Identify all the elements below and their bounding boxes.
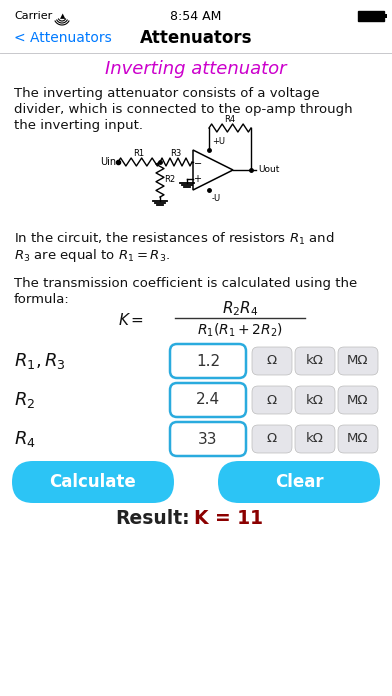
FancyBboxPatch shape xyxy=(295,425,335,453)
Text: kΩ: kΩ xyxy=(306,393,324,406)
Text: the inverting input.: the inverting input. xyxy=(14,119,143,132)
Text: Uin: Uin xyxy=(100,157,116,167)
Text: +U: +U xyxy=(212,137,225,146)
Text: In the circuit, the resistances of resistors $R_1$ and: In the circuit, the resistances of resis… xyxy=(14,231,334,247)
Text: $R_2$: $R_2$ xyxy=(14,390,35,410)
FancyBboxPatch shape xyxy=(252,347,292,375)
FancyBboxPatch shape xyxy=(295,386,335,414)
Text: kΩ: kΩ xyxy=(306,354,324,367)
Text: Result:  K = 11: Result: K = 11 xyxy=(0,695,1,696)
FancyBboxPatch shape xyxy=(252,386,292,414)
Bar xyxy=(384,14,387,18)
Text: $R_2R_4$: $R_2R_4$ xyxy=(222,300,258,318)
Text: -U: -U xyxy=(212,194,221,203)
Text: 8:54 AM: 8:54 AM xyxy=(170,10,222,22)
Text: 33: 33 xyxy=(198,432,218,447)
FancyBboxPatch shape xyxy=(170,344,246,378)
FancyBboxPatch shape xyxy=(170,422,246,456)
Text: kΩ: kΩ xyxy=(306,432,324,445)
Text: $K = $: $K = $ xyxy=(118,312,144,328)
Text: R3: R3 xyxy=(171,150,181,159)
Bar xyxy=(358,11,384,21)
Text: formula:: formula: xyxy=(14,293,70,306)
Text: Uout: Uout xyxy=(258,166,279,175)
Text: Attenuators: Attenuators xyxy=(140,29,252,47)
Text: The inverting attenuator consists of a voltage: The inverting attenuator consists of a v… xyxy=(14,87,319,100)
Text: $R_1, R_3$: $R_1, R_3$ xyxy=(14,351,66,371)
Text: MΩ: MΩ xyxy=(347,393,369,406)
FancyBboxPatch shape xyxy=(12,461,174,503)
Text: ▲: ▲ xyxy=(60,13,65,19)
Text: MΩ: MΩ xyxy=(347,432,369,445)
Text: $-$: $-$ xyxy=(193,157,203,167)
FancyBboxPatch shape xyxy=(252,425,292,453)
Text: < Attenuators: < Attenuators xyxy=(14,31,112,45)
Text: Result:: Result: xyxy=(115,509,190,528)
Text: 1.2: 1.2 xyxy=(196,354,220,368)
FancyBboxPatch shape xyxy=(338,425,378,453)
Text: $R_1(R_1 + 2R_2)$: $R_1(R_1 + 2R_2)$ xyxy=(197,322,283,339)
Text: Inverting attenuator: Inverting attenuator xyxy=(105,60,287,78)
Text: $R_3$ are equal to $R_1 = R_3$.: $R_3$ are equal to $R_1 = R_3$. xyxy=(14,247,170,264)
Text: Ω: Ω xyxy=(267,432,277,445)
Text: $R_4$: $R_4$ xyxy=(14,429,36,449)
Text: R2: R2 xyxy=(164,175,176,184)
Text: MΩ: MΩ xyxy=(347,354,369,367)
FancyBboxPatch shape xyxy=(338,347,378,375)
Text: Clear: Clear xyxy=(275,473,323,491)
FancyBboxPatch shape xyxy=(295,347,335,375)
Text: R1: R1 xyxy=(133,150,145,159)
Text: K = 11: K = 11 xyxy=(194,509,263,528)
Text: 2.4: 2.4 xyxy=(196,393,220,407)
Text: Calculate: Calculate xyxy=(50,473,136,491)
Text: The transmission coefficient is calculated using the: The transmission coefficient is calculat… xyxy=(14,277,357,290)
Text: R4: R4 xyxy=(225,116,236,125)
Text: divider, which is connected to the op-amp through: divider, which is connected to the op-am… xyxy=(14,103,353,116)
Text: $+$: $+$ xyxy=(194,173,203,184)
Text: Result:: Result: xyxy=(0,695,1,696)
Text: Ω: Ω xyxy=(267,393,277,406)
Text: Ω: Ω xyxy=(267,354,277,367)
FancyBboxPatch shape xyxy=(170,383,246,417)
FancyBboxPatch shape xyxy=(338,386,378,414)
Text: Carrier: Carrier xyxy=(14,11,52,21)
FancyBboxPatch shape xyxy=(218,461,380,503)
